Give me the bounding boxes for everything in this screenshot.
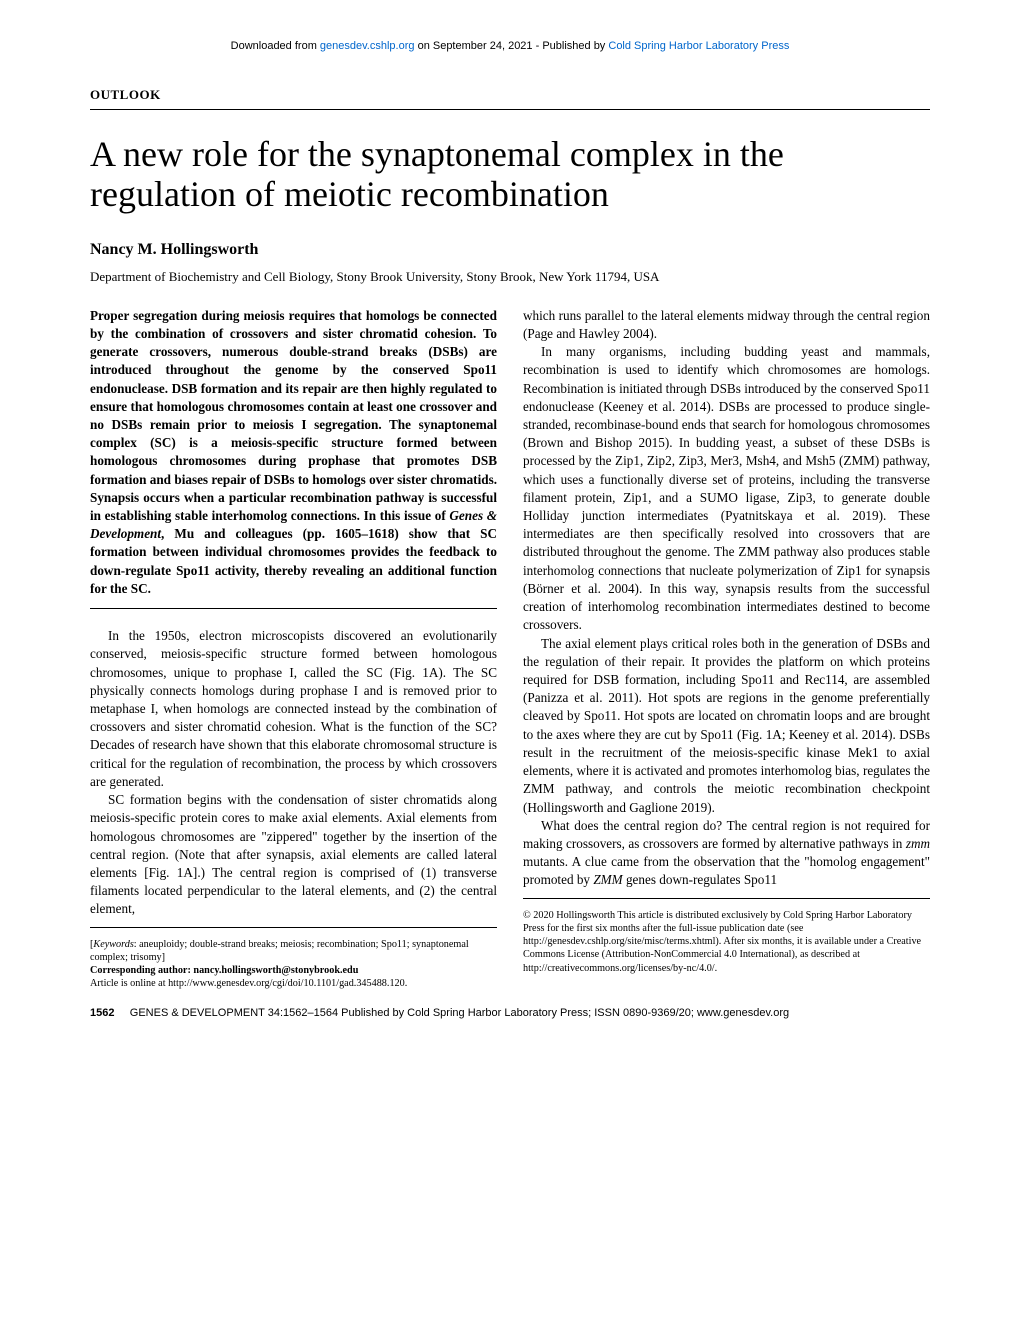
page-number: 1562 [90, 1007, 114, 1019]
left-para-1: In the 1950s, electron microscopists dis… [90, 627, 497, 791]
body-columns: Proper segregation during meiosis requir… [90, 307, 930, 991]
corresponding-line: Corresponding author: nancy.hollingswort… [90, 964, 497, 977]
right-p4c: genes down-regulates Spo11 [623, 872, 777, 887]
section-label: OUTLOOK [90, 87, 930, 103]
right-para-2: In many organisms, including budding yea… [523, 343, 930, 635]
download-mid: on September 24, 2021 - Published by [415, 40, 609, 52]
download-link-1[interactable]: genesdev.cshlp.org [320, 40, 415, 52]
right-para-4: What does the central region do? The cen… [523, 817, 930, 890]
footnotes-left: [Keywords: aneuploidy; double-strand bre… [90, 938, 497, 991]
left-para-2: SC formation begins with the condensatio… [90, 791, 497, 919]
abstract-p1: Proper segregation during meiosis requir… [90, 308, 497, 523]
keywords-line: [Keywords: aneuploidy; double-strand bre… [90, 938, 497, 965]
footnote-rule-left [90, 927, 497, 928]
download-link-2[interactable]: Cold Spring Harbor Laboratory Press [608, 40, 789, 52]
title-rule [90, 109, 930, 110]
right-para-3: The axial element plays critical roles b… [523, 635, 930, 817]
keywords-label: Keywords [93, 939, 133, 950]
article-title: A new role for the synaptonemal complex … [90, 134, 930, 215]
keywords-text: : aneuploidy; double-strand breaks; meio… [90, 939, 469, 963]
footnote-rule-right [523, 898, 930, 899]
right-ital2: ZMM [593, 872, 622, 887]
left-column: Proper segregation during meiosis requir… [90, 307, 497, 991]
right-column: which runs parallel to the lateral eleme… [523, 307, 930, 991]
footnotes-right: © 2020 Hollingsworth This article is dis… [523, 909, 930, 975]
author-name: Nancy M. Hollingsworth [90, 241, 930, 259]
abstract: Proper segregation during meiosis requir… [90, 307, 497, 599]
abstract-rule [90, 608, 497, 609]
author-affiliation: Department of Biochemistry and Cell Biol… [90, 269, 930, 285]
page-footer: 1562 GENES & DEVELOPMENT 34:1562–1564 Pu… [90, 1007, 930, 1019]
right-para-1: which runs parallel to the lateral eleme… [523, 307, 930, 343]
corr-label: Corresponding author: [90, 965, 193, 976]
download-bar: Downloaded from genesdev.cshlp.org on Se… [90, 40, 930, 52]
right-ital1: zmm [906, 836, 930, 851]
corr-email[interactable]: nancy.hollingsworth@stonybrook.edu [193, 965, 358, 976]
right-p4a: What does the central region do? The cen… [523, 818, 930, 851]
download-prefix: Downloaded from [231, 40, 320, 52]
footer-text: GENES & DEVELOPMENT 34:1562–1564 Publish… [130, 1007, 789, 1019]
article-online: Article is online at http://www.genesdev… [90, 977, 497, 990]
